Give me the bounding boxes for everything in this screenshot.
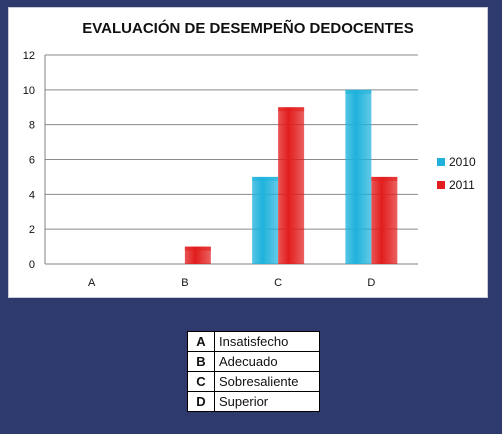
bar-cap-2011-D xyxy=(371,176,398,181)
key-row-d: D Superior xyxy=(187,391,320,412)
key-letter: B xyxy=(187,351,215,372)
y-tick-label: 12 xyxy=(23,50,35,62)
y-tick-label: 0 xyxy=(29,259,35,271)
bar-2010-C xyxy=(252,176,279,264)
y-tick-label: 6 xyxy=(29,155,35,167)
key-description: Sobresaliente xyxy=(214,371,320,392)
key-description: Insatisfecho xyxy=(214,331,320,352)
bar-2011-D xyxy=(371,176,398,264)
bar-2010-D xyxy=(345,89,372,264)
chart-title: EVALUACIÓN DE DESEMPEÑO DEDOCENTES xyxy=(82,20,414,37)
key-description: Superior xyxy=(214,391,320,412)
x-tick-label: D xyxy=(367,277,375,289)
legend-item-2010: 2010 xyxy=(437,150,476,173)
bar-cap-2010-C xyxy=(252,176,279,181)
bar-cap-2010-D xyxy=(345,89,372,94)
bar-cap-2011-B xyxy=(184,246,211,251)
chart-panel: EVALUACIÓN DE DESEMPEÑO DEDOCENTES 0 2 4 6 8… xyxy=(8,7,488,298)
key-letter: A xyxy=(187,331,215,352)
x-tick-label: C xyxy=(274,277,282,289)
key-letter: C xyxy=(187,371,215,392)
bar-chart: 0 2 4 6 8 10 12 A B C D xyxy=(23,50,418,289)
key-letter: D xyxy=(187,391,215,412)
y-tick-label: 8 xyxy=(29,120,35,132)
y-tick-label: 4 xyxy=(29,189,35,201)
legend: 2010 2011 xyxy=(437,150,476,196)
bar-2011-B xyxy=(184,246,211,264)
bar-2011-C xyxy=(278,107,305,264)
y-tick-label: 10 xyxy=(23,85,35,97)
legend-swatch-2011 xyxy=(437,180,445,189)
x-tick-label: B xyxy=(181,277,188,289)
x-tick-label: A xyxy=(88,277,96,289)
bar-cap-2011-C xyxy=(278,107,305,112)
legend-label-2010: 2010 xyxy=(449,154,476,169)
legend-label-2011: 2011 xyxy=(449,177,475,192)
key-row-c: C Sobresaliente xyxy=(187,371,320,392)
key-description: Adecuado xyxy=(214,351,320,372)
key-row-a: A Insatisfecho xyxy=(187,331,320,352)
y-tick-label: 2 xyxy=(29,224,35,236)
legend-item-2011: 2011 xyxy=(437,173,476,196)
legend-swatch-2010 xyxy=(437,157,445,166)
key-row-b: B Adecuado xyxy=(187,351,320,372)
rating-key-table: A Insatisfecho B Adecuado C Sobresalient… xyxy=(187,331,320,412)
